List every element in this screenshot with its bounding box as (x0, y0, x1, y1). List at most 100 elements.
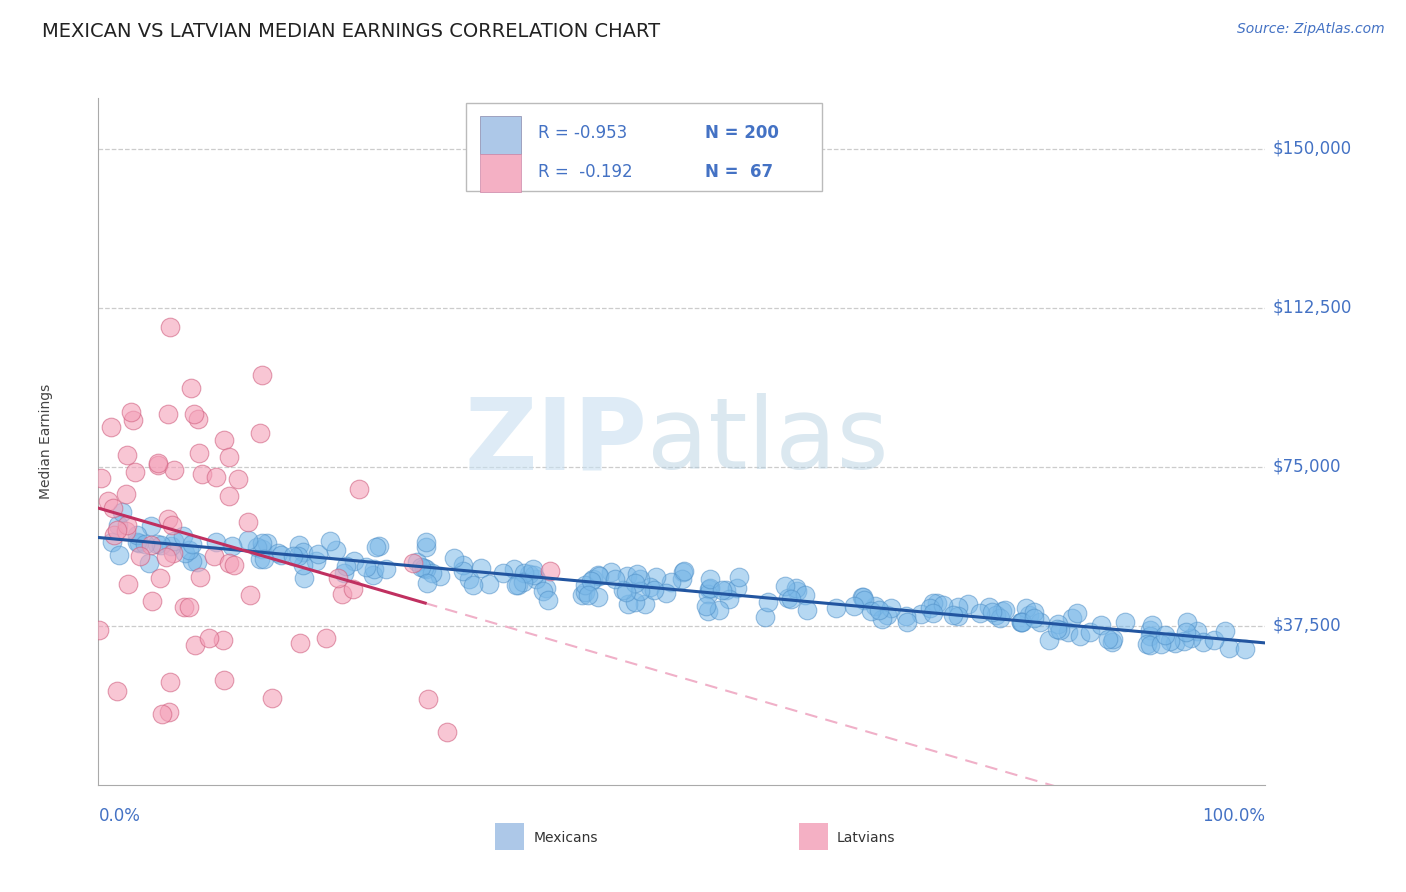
Point (1174, 625, 1197, 640)
Point (415, 534, 437, 549)
Point (1139, 638, 1161, 652)
Point (659, 574, 682, 589)
Point (90, 471, 112, 485)
Point (145, 537, 167, 551)
Point (614, 585, 637, 599)
Point (267, 546, 290, 560)
Point (218, 489, 240, 503)
Point (1139, 623, 1161, 637)
Point (283, 549, 305, 564)
Point (1101, 635, 1123, 649)
Point (162, 534, 184, 549)
Point (326, 570, 349, 584)
Point (942, 608, 965, 623)
Point (1078, 625, 1101, 640)
FancyBboxPatch shape (479, 154, 520, 192)
FancyBboxPatch shape (495, 822, 524, 850)
Point (671, 572, 693, 586)
Point (103, 528, 125, 542)
FancyBboxPatch shape (799, 822, 828, 850)
Text: atlas: atlas (647, 393, 889, 490)
Point (250, 536, 273, 550)
Point (335, 559, 357, 574)
Text: Latvians: Latvians (837, 830, 896, 845)
Point (186, 555, 208, 569)
Point (187, 445, 209, 459)
Point (159, 674, 181, 689)
Point (696, 603, 718, 617)
Point (1057, 624, 1080, 639)
Point (347, 482, 370, 496)
Point (218, 450, 240, 465)
Point (725, 582, 748, 596)
Point (270, 549, 292, 563)
Text: 100.0%: 100.0% (1202, 807, 1265, 825)
Point (645, 569, 668, 583)
Point (188, 570, 211, 584)
Point (603, 572, 626, 586)
Text: R =  -0.192: R = -0.192 (538, 162, 633, 180)
Point (576, 588, 599, 602)
Text: N =  67: N = 67 (706, 162, 773, 180)
Point (1114, 615, 1136, 630)
Point (776, 591, 799, 605)
Point (478, 577, 501, 591)
Point (579, 574, 602, 589)
Point (957, 597, 980, 611)
Point (695, 599, 717, 613)
Point (212, 434, 235, 448)
Point (946, 600, 969, 615)
Point (307, 547, 329, 561)
Point (981, 605, 1004, 619)
Point (852, 593, 875, 607)
Point (319, 534, 342, 549)
Point (160, 539, 183, 553)
Point (139, 538, 162, 552)
Point (643, 582, 665, 597)
Point (910, 607, 932, 622)
Point (221, 539, 243, 553)
Point (105, 684, 128, 698)
Point (710, 582, 733, 597)
Text: $112,500: $112,500 (1272, 299, 1351, 317)
Point (458, 572, 481, 586)
Point (415, 562, 437, 576)
Point (531, 584, 554, 599)
Text: Mexicans: Mexicans (534, 830, 598, 845)
Point (156, 511, 179, 525)
Point (851, 590, 873, 604)
Point (184, 638, 207, 652)
Point (617, 597, 640, 611)
Text: Source: ZipAtlas.com: Source: ZipAtlas.com (1237, 22, 1385, 37)
Point (920, 601, 942, 615)
Point (155, 550, 177, 565)
Point (1150, 637, 1173, 651)
Point (991, 604, 1014, 618)
Point (852, 590, 875, 604)
Point (868, 603, 890, 617)
Text: $75,000: $75,000 (1272, 458, 1341, 476)
Point (988, 611, 1011, 625)
Point (623, 575, 645, 590)
Point (523, 568, 546, 582)
Point (115, 524, 138, 538)
Point (180, 537, 202, 551)
Point (141, 593, 163, 607)
Point (536, 593, 558, 607)
Point (162, 517, 184, 532)
Point (638, 580, 661, 594)
Point (236, 515, 259, 529)
Point (492, 566, 515, 580)
Point (100, 420, 122, 434)
Point (222, 558, 245, 572)
Point (250, 368, 273, 383)
Text: 0.0%: 0.0% (98, 807, 141, 825)
Point (1066, 606, 1088, 620)
Point (246, 540, 269, 554)
Point (412, 560, 434, 574)
Point (1011, 615, 1033, 630)
Point (1046, 622, 1069, 636)
Point (415, 540, 437, 554)
Point (859, 604, 882, 618)
Point (505, 578, 527, 592)
